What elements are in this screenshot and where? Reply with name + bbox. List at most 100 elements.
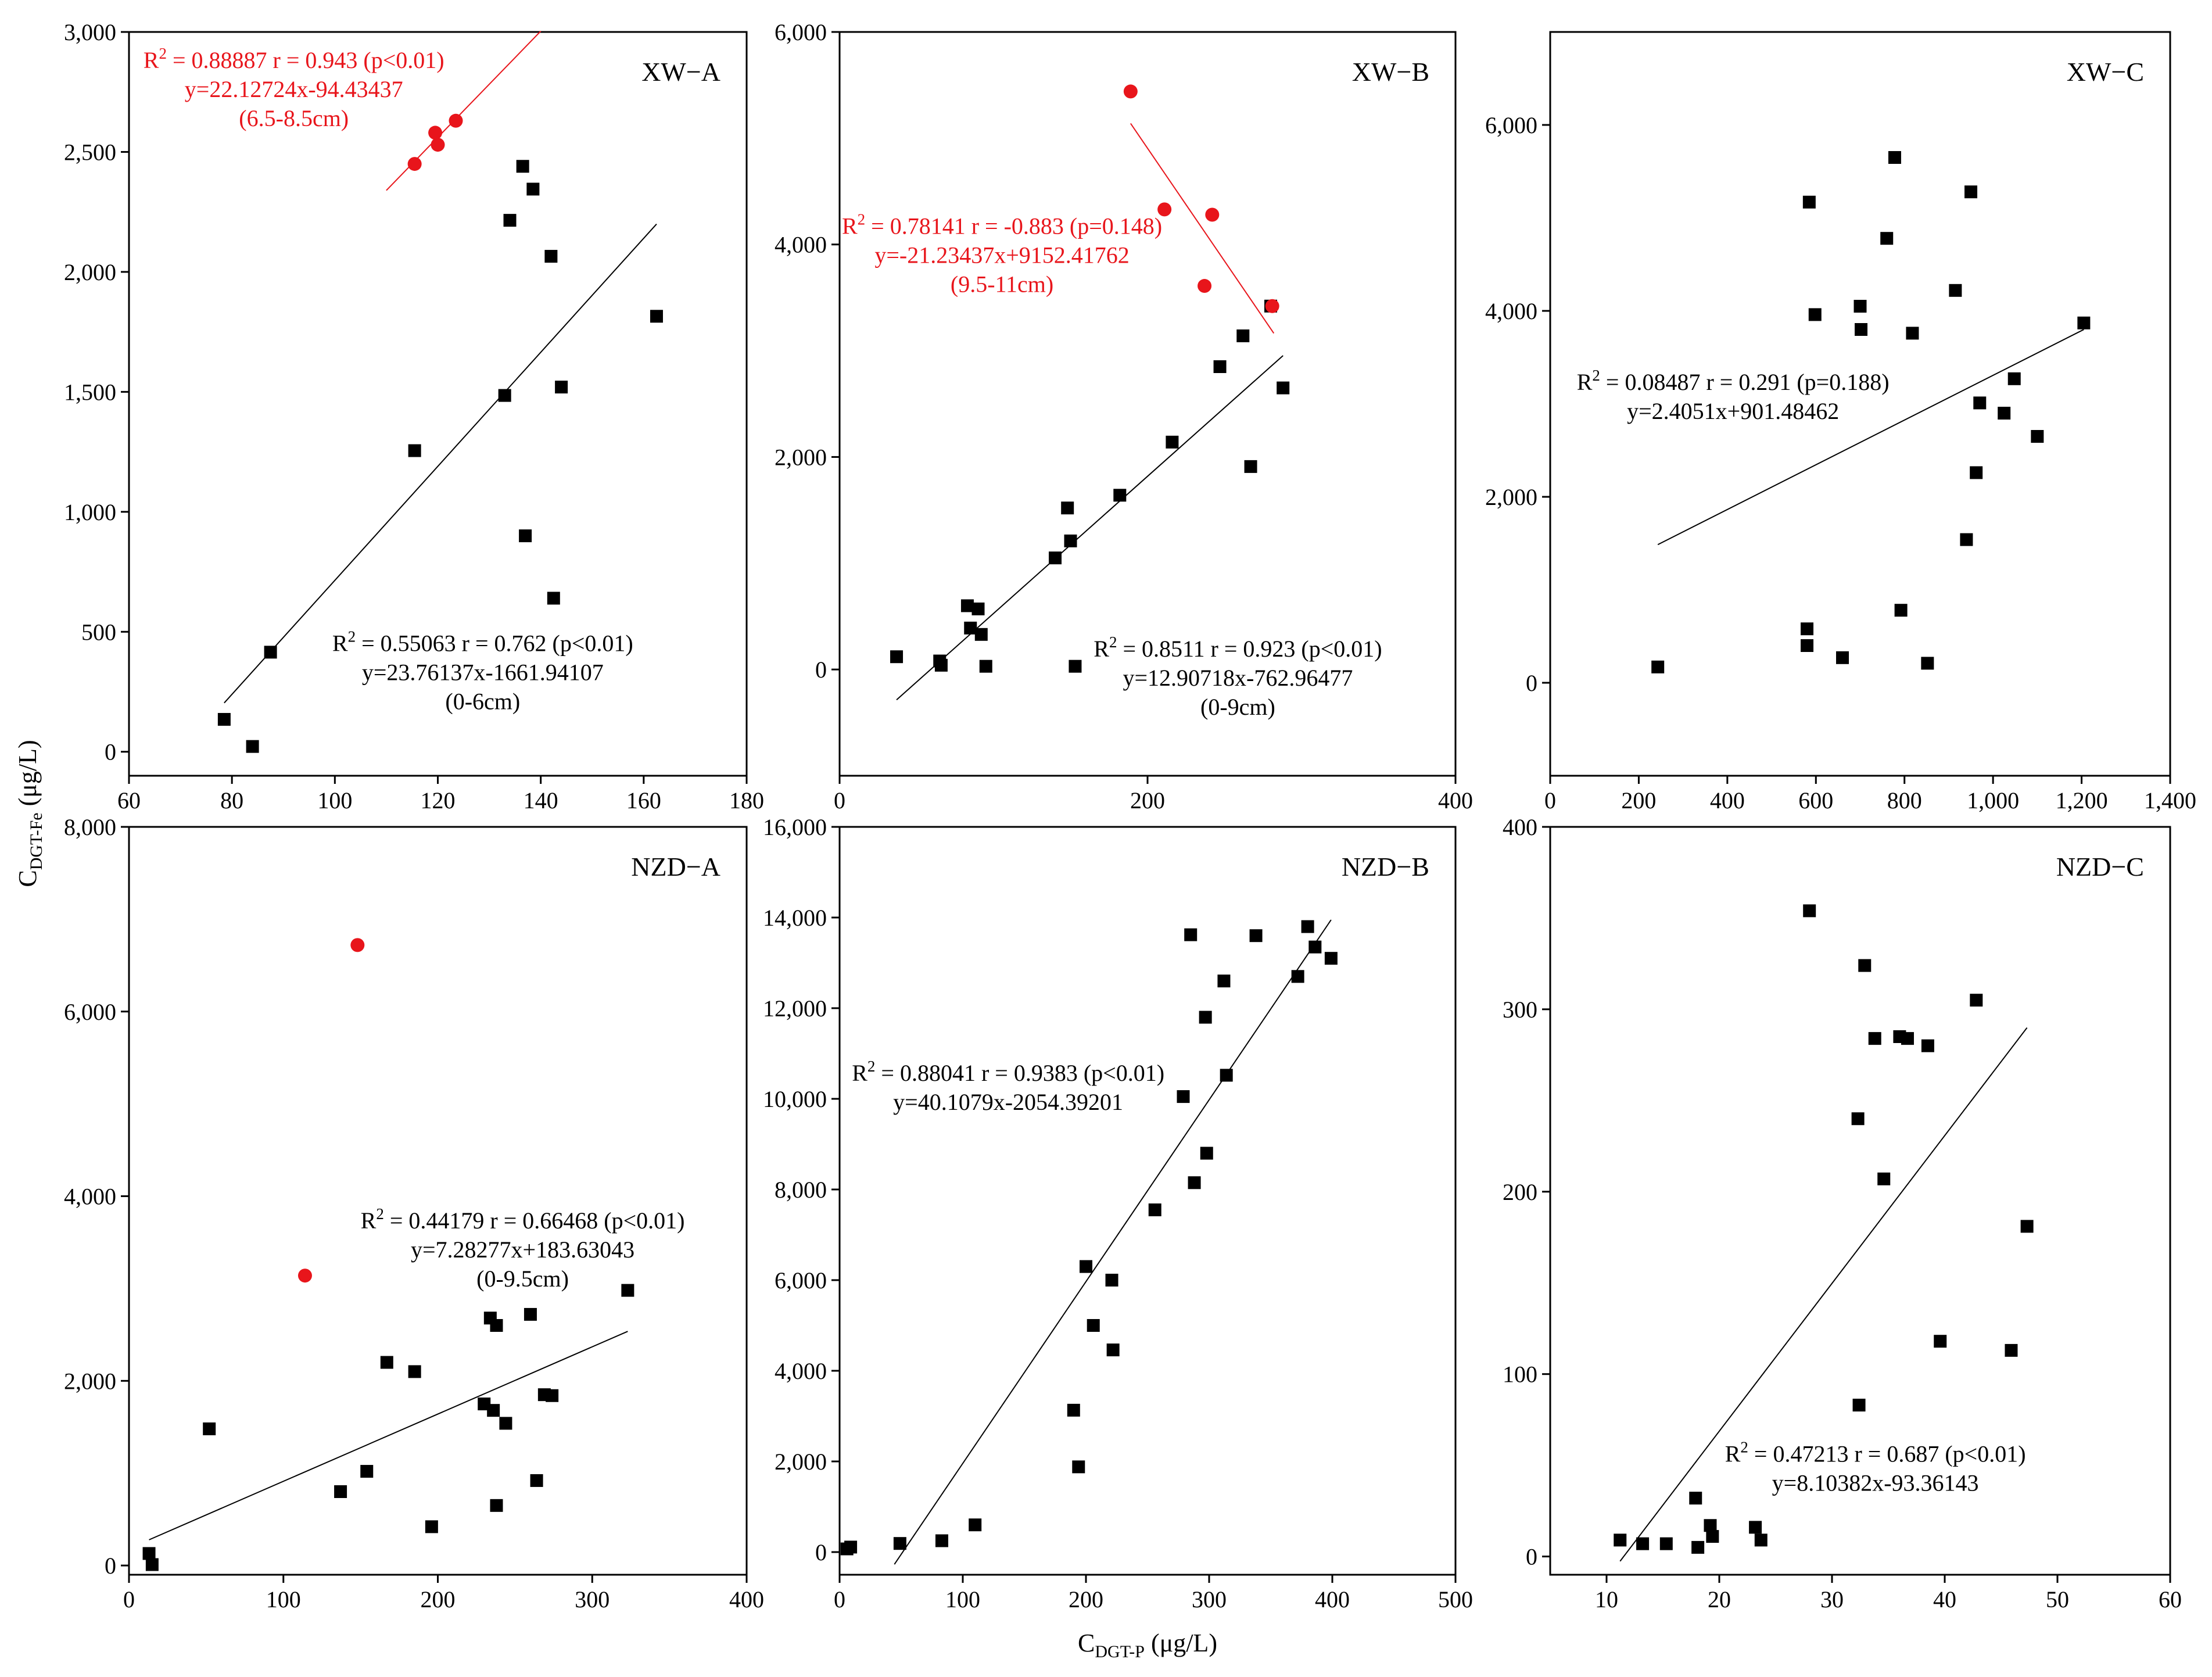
data-point-square: [650, 310, 663, 323]
fit-line: [894, 919, 1332, 1565]
data-point-square: [1934, 1335, 1947, 1348]
r2-value: 0.88041: [900, 1060, 976, 1086]
x-axis-label-unit: (μg/L): [1145, 1629, 1217, 1657]
r2-value: 0.78141: [890, 213, 966, 239]
data-point-square: [1072, 1460, 1085, 1474]
y-tick-label: 0: [1526, 1544, 1537, 1570]
x-tick-label: 800: [1887, 787, 1922, 814]
y-tick-label: 4,000: [775, 232, 827, 258]
y-tick-label: 16,000: [763, 814, 827, 840]
r-p-value: r = 0.9383 (p<0.01): [976, 1060, 1164, 1086]
data-point-square: [1061, 501, 1074, 515]
data-point-square: [1868, 1032, 1881, 1045]
data-point-square: [1960, 533, 1973, 546]
data-point-square: [1689, 1492, 1702, 1505]
data-point-square: [1177, 1090, 1190, 1103]
y-tick-label: 2,000: [64, 259, 116, 285]
x-tick-label: 50: [2046, 1586, 2069, 1612]
annotation-line: y=2.4051x+901.48462: [1627, 398, 1839, 424]
data-point-square: [1906, 327, 1919, 340]
y-tick-label: 6,000: [64, 999, 116, 1025]
data-point-square: [1148, 1203, 1161, 1217]
data-point-square: [2077, 316, 2091, 329]
r2-value: 0.88887: [192, 47, 267, 73]
data-point-square: [1105, 1274, 1118, 1287]
x-tick-label: 60: [2159, 1586, 2182, 1612]
fit-annotation: R2 = 0.88041 r = 0.9383 (p<0.01) y=40.107…: [852, 1058, 1164, 1115]
r-p-value: r = 0.66468 (p<0.01): [484, 1207, 684, 1234]
x-tick-label: 20: [1708, 1586, 1731, 1612]
x-tick-label: 200: [1130, 787, 1165, 814]
data-point-circle: [297, 1268, 312, 1283]
annotation-line: y=8.10382x-93.36143: [1772, 1470, 1979, 1496]
data-point-square: [526, 182, 540, 196]
y-tick-label: 1,500: [64, 379, 116, 405]
data-point-square: [1324, 952, 1338, 965]
data-point-circle: [1198, 279, 1212, 293]
fit-annotation: R2 = 0.78141 r = -0.883 (p=0.148) y=-21.2…: [842, 210, 1162, 297]
data-point-square: [1200, 1146, 1213, 1160]
data-point-circle: [428, 126, 443, 140]
y-tick-label: 2,000: [64, 1368, 116, 1394]
data-point-square: [1704, 1519, 1717, 1532]
r2-value: 0.44179: [408, 1207, 484, 1234]
r2-equals: =: [356, 630, 381, 656]
data-point-square: [1291, 970, 1304, 983]
y-axis-label-sub: DGT-Fe: [27, 812, 46, 870]
data-point-square: [530, 1474, 543, 1487]
data-point-square: [1080, 1260, 1092, 1273]
annotation-line: y=22.12724x-94.43437: [185, 76, 403, 102]
data-point-square: [524, 1307, 537, 1321]
data-point-circle: [1205, 207, 1220, 222]
data-point-circle: [449, 113, 463, 128]
data-point-circle: [1123, 84, 1138, 99]
y-tick-label: 300: [1503, 997, 1537, 1023]
data-point-square: [844, 1540, 858, 1554]
data-point-square: [1998, 407, 2011, 420]
r2-prefix: R: [361, 1207, 377, 1234]
data-point-square: [217, 712, 231, 726]
r2-superscript: 2: [1592, 367, 1600, 384]
y-tick-label: 12,000: [763, 995, 827, 1022]
data-point-square: [1970, 466, 1983, 479]
y-tick-label: 14,000: [763, 905, 827, 931]
x-tick-label: 30: [1820, 1586, 1844, 1612]
r2-value: 0.47213: [1773, 1440, 1848, 1467]
r2-superscript: 2: [1109, 633, 1117, 651]
data-point-square: [1970, 994, 1983, 1007]
data-point-square: [1213, 360, 1227, 373]
fit-line: [896, 355, 1284, 701]
y-tick-label: 8,000: [775, 1177, 827, 1203]
x-tick-label: 40: [1933, 1586, 1956, 1612]
x-tick-label: 120: [421, 787, 456, 814]
x-tick-label: 100: [945, 1586, 980, 1612]
y-tick-label: 1,000: [64, 499, 116, 525]
r2-superscript: 2: [867, 1058, 876, 1075]
data-point-square: [487, 1404, 500, 1417]
panel-title: XW−A: [641, 57, 720, 87]
data-point-square: [555, 381, 568, 394]
r2-equals: =: [875, 1060, 900, 1086]
annotation-line: (0-6cm): [445, 688, 520, 714]
x-axis-label: CDGT-P (μg/L): [1078, 1629, 1217, 1661]
y-tick-label: 4,000: [1485, 298, 1537, 324]
y-tick-label: 6,000: [1485, 112, 1537, 138]
y-tick-label: 6,000: [775, 19, 827, 45]
data-point-square: [1067, 1403, 1080, 1417]
data-point-square: [1220, 1069, 1233, 1082]
data-point-square: [547, 592, 560, 605]
fit-line: [1657, 329, 2084, 546]
x-tick-label: 180: [729, 787, 764, 814]
x-tick-label: 400: [729, 1586, 764, 1612]
y-tick-label: 4,000: [64, 1184, 116, 1210]
x-tick-label: 300: [1192, 1586, 1227, 1612]
data-point-square: [1087, 1319, 1100, 1332]
x-axis-label-sub: DGT-P: [1095, 1642, 1145, 1661]
x-tick-label: 1,200: [2056, 787, 2108, 814]
y-tick-label: 0: [815, 657, 827, 683]
data-point-square: [334, 1485, 347, 1498]
data-point-square: [1614, 1533, 1627, 1547]
panel-title: NZD−B: [1342, 852, 1429, 881]
x-tick-label: 140: [524, 787, 558, 814]
